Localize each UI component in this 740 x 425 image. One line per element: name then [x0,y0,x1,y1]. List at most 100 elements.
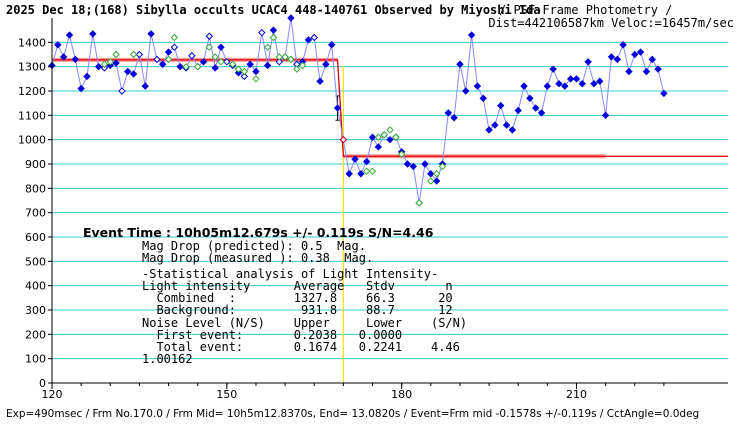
data-point [607,53,616,61]
data-point [648,55,656,64]
fit-point [217,58,225,66]
chart-title: 2025 Dec 18;(168) Sibylla occults UCAC4 … [6,3,541,17]
data-point [77,84,85,93]
fit-point [263,43,272,51]
fit-point [432,170,441,178]
data-point [636,48,645,56]
stats-line: -Statistical analysis of Light Intensity… [142,267,438,281]
fit-point [129,50,138,59]
fit-point [100,60,109,68]
data-point [328,41,336,49]
y-tick-label: 1100 [18,109,46,122]
data-point [362,157,371,166]
data-point [223,58,231,66]
data-point [345,170,353,178]
fit-point [298,61,307,70]
data-point [263,61,272,70]
data-point [217,43,225,51]
grid-lines [52,41,728,360]
data-point [508,126,517,134]
chart-distance-velocity: Dist=442106587km Veloc:=16457m/sec [488,16,734,30]
data-point [141,82,149,90]
data-point [322,60,330,68]
fit-point [374,133,383,141]
data-markers [48,14,668,207]
fit-point [392,133,400,141]
data-point [427,170,435,178]
y-tick-label: 600 [25,231,46,244]
data-point [89,30,97,38]
data-point [584,58,592,66]
data-point [543,82,552,90]
fit-point [193,62,202,71]
stats-line: Light intensity Average Stdv n [142,279,453,293]
data-point [566,75,575,83]
data-point [129,70,138,78]
data-point [135,50,144,59]
data-point [613,55,621,64]
data-point [59,53,68,61]
fit-point [269,33,278,42]
data-point [642,67,651,76]
data-point [502,121,511,129]
data-point [159,60,167,68]
y-tick-label: 1000 [18,134,46,147]
data-point [357,170,365,178]
light-curve-line [51,17,665,204]
y-tick-label: 500 [25,255,46,268]
data-point [561,82,569,90]
fit-point [211,53,219,61]
footer-info: Exp=490msec / Frm No.170.0 / Frm Mid= 10… [6,408,699,420]
y-tick-label: 800 [25,182,46,195]
y-tick-label: 200 [25,328,46,341]
data-point [240,72,249,81]
data-point [118,87,126,95]
data-point [124,67,132,76]
stats-line: Background: 931.8 88.7 12 [142,303,453,317]
data-point [269,26,278,34]
y-tick-label: 1200 [18,85,46,98]
data-point [520,82,528,90]
tick-labels: 0 100 200 300 400 500 600 700 800 900 1000 1100 1200… [18,36,587,401]
data-point [654,65,662,73]
fit-point [252,75,260,83]
stats-line: Combined : 1327.8 66.3 20 [142,291,453,305]
fit-point [438,162,447,171]
data-point [205,32,214,40]
data-point [497,101,505,110]
data-point [549,65,557,73]
data-point [83,72,91,81]
stats-line: 1.00162 [142,352,193,366]
axes [48,18,728,389]
data-point [403,160,412,168]
y-tick-label: 700 [25,207,46,220]
data-point [572,75,581,83]
data-point [619,41,627,49]
data-point [188,52,196,60]
data-point [65,31,74,39]
data-point [164,48,173,56]
data-point [514,106,522,115]
data-point [432,177,441,185]
data-point [578,79,587,88]
fit-point [234,65,243,73]
data-point [625,67,633,76]
fit-point [170,33,179,42]
data-point [526,94,534,103]
data-point [368,133,377,141]
y-tick-label: 300 [25,304,46,317]
stats-line: Mag Drop (predicted): 0.5 Mag. [142,239,366,253]
fit-point [281,53,289,61]
data-point [631,50,639,59]
fit-point [397,150,406,158]
data-point [467,31,476,39]
x-tick-label: 180 [391,388,412,401]
data-point [491,121,499,129]
data-point [71,55,80,64]
light-curve [51,17,665,204]
data-point [485,126,493,134]
data-point [112,59,120,67]
y-tick-label: 1400 [18,36,46,49]
data-point [153,55,161,64]
